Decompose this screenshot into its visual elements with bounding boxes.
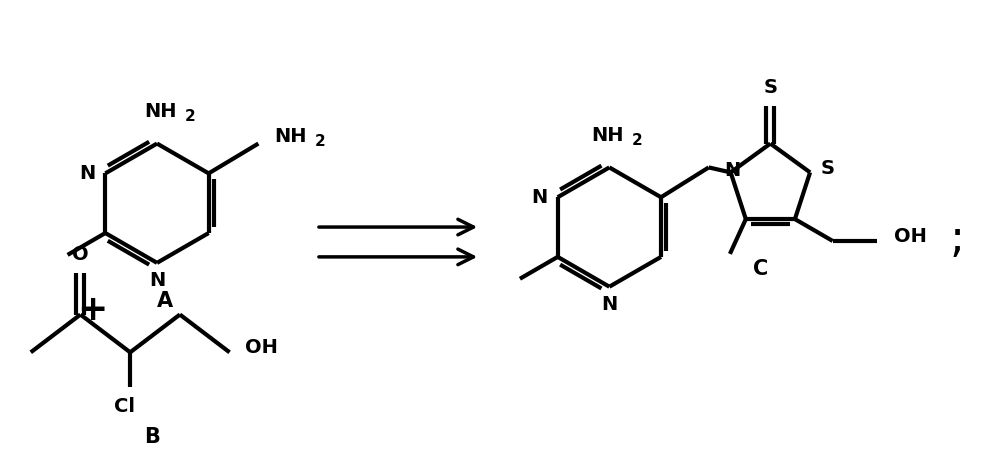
Text: 2: 2 [632,133,643,148]
Text: C: C [753,259,768,279]
Text: S: S [821,159,835,178]
Text: N: N [725,161,741,180]
Text: N: N [149,271,165,290]
Text: N: N [79,164,96,183]
Text: S: S [763,78,777,97]
Text: O: O [72,246,89,265]
Text: NH: NH [144,102,176,121]
Text: N: N [532,188,548,207]
Text: N: N [601,295,617,314]
Text: OH: OH [894,228,927,247]
Text: Cl: Cl [114,397,135,416]
Text: A: A [157,291,173,311]
Text: ;: ; [950,218,965,261]
Text: +: + [77,293,108,327]
Text: NH: NH [591,126,624,145]
Text: OH: OH [245,338,278,357]
Text: NH: NH [274,127,306,146]
Text: 2: 2 [184,109,195,124]
Text: B: B [144,427,160,447]
Text: 2: 2 [315,134,325,149]
